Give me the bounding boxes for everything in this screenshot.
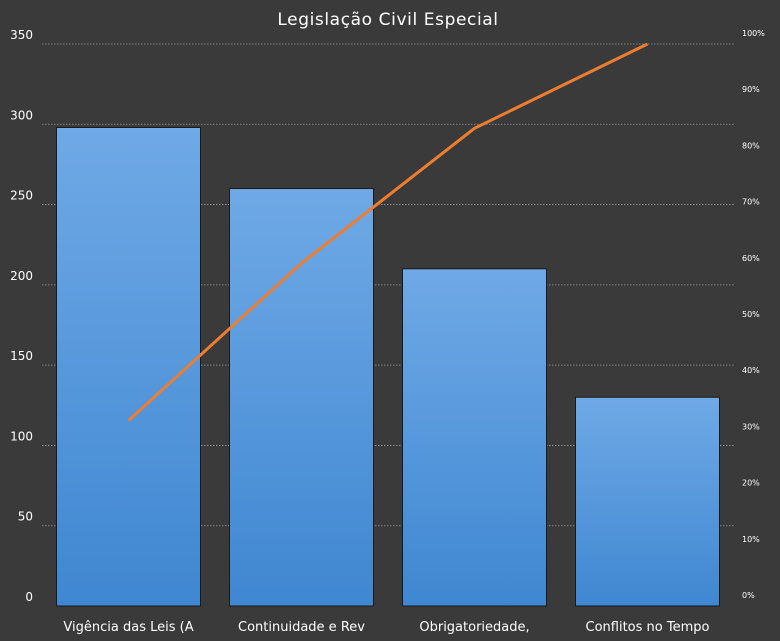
right-axis-ticks: 0% 10% 20% 30% 40% 50% 60% 70% 80% 90% 100%: [742, 29, 765, 600]
left-axis-ticks: 0 50 100 150 200 250 300 350: [10, 28, 33, 604]
left-tick-label: 350: [10, 28, 33, 42]
left-tick-label: 150: [10, 349, 33, 363]
left-tick-label: 50: [18, 510, 33, 524]
left-tick-label: 300: [10, 108, 33, 122]
right-tick-label: 70%: [742, 198, 760, 207]
right-tick-label: 40%: [742, 366, 760, 375]
bar: [56, 126, 201, 607]
bar-series: [56, 126, 720, 607]
cumulative-line: [127, 42, 649, 422]
right-tick-label: 50%: [742, 310, 760, 319]
bar: [575, 396, 720, 607]
left-tick-label: 100: [10, 429, 33, 443]
category-label: Conflitos no Tempo: [586, 620, 710, 635]
right-tick-label: 60%: [742, 254, 760, 263]
right-tick-label: 90%: [742, 85, 760, 94]
right-tick-label: 10%: [742, 535, 760, 544]
category-labels: Vigência das Leis (A Continuidade e Rev Ob…: [63, 620, 709, 635]
right-tick-label: 100%: [742, 29, 765, 38]
right-tick-label: 80%: [742, 141, 760, 150]
left-tick-label: 0: [25, 590, 33, 604]
right-tick-label: 30%: [742, 422, 760, 431]
bar: [229, 188, 374, 607]
bar: [402, 268, 547, 607]
category-label: Vigência das Leis (A: [63, 620, 193, 635]
right-tick-label: 0%: [742, 591, 755, 600]
cumulative-line-series: [127, 42, 649, 422]
category-label: Continuidade e Rev: [238, 620, 365, 635]
right-tick-label: 20%: [742, 479, 760, 488]
chart-title: Legislação Civil Especial: [277, 10, 498, 30]
left-tick-label: 200: [10, 269, 33, 283]
category-label: Obrigatoriedade,: [419, 620, 529, 635]
left-tick-label: 250: [10, 189, 33, 203]
